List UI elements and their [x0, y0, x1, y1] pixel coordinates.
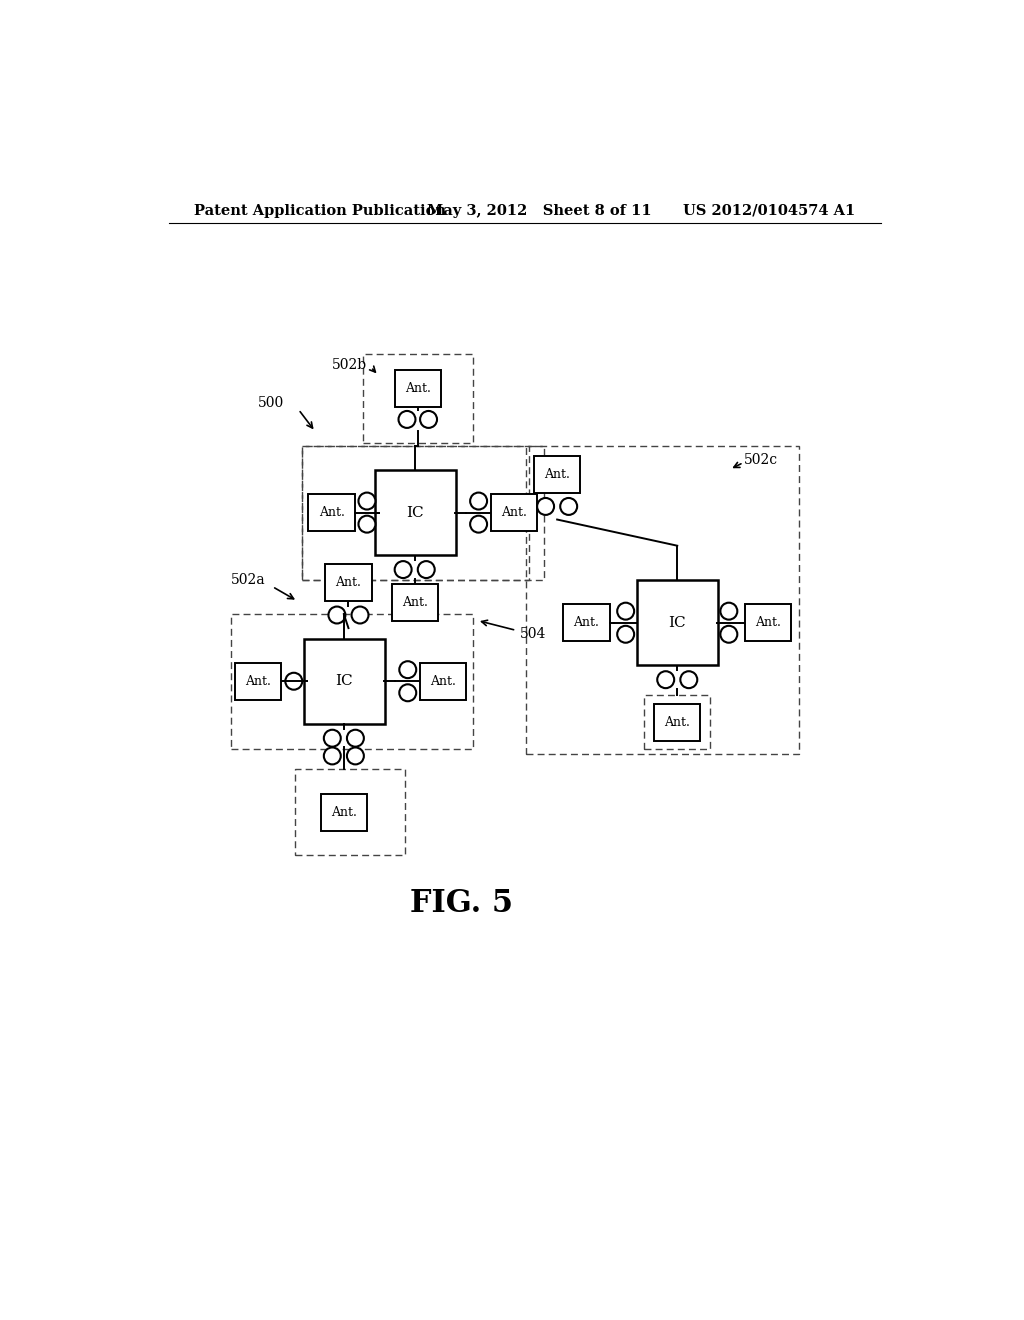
Bar [304, 639, 385, 723]
Bar [654, 704, 700, 741]
Text: Ant.: Ant. [544, 467, 570, 480]
Text: May 3, 2012   Sheet 8 of 11: May 3, 2012 Sheet 8 of 11 [427, 203, 651, 218]
Circle shape [560, 498, 578, 515]
Text: IC: IC [406, 506, 424, 520]
Bar [490, 494, 538, 531]
Circle shape [394, 561, 412, 578]
Text: Ant.: Ant. [665, 715, 690, 729]
Circle shape [324, 730, 341, 747]
Circle shape [470, 516, 487, 533]
Text: 502b: 502b [332, 358, 367, 372]
Bar [364, 354, 473, 442]
Bar [391, 585, 438, 622]
Circle shape [351, 607, 369, 623]
Bar [637, 581, 718, 665]
Text: 500: 500 [258, 396, 285, 411]
Bar [295, 770, 404, 855]
Text: US 2012/0104574 A1: US 2012/0104574 A1 [683, 203, 856, 218]
Bar [394, 370, 441, 407]
Bar [321, 793, 367, 830]
Text: IC: IC [335, 675, 352, 688]
Circle shape [657, 671, 674, 688]
Circle shape [286, 673, 302, 689]
Circle shape [399, 684, 416, 701]
Circle shape [470, 492, 487, 510]
Circle shape [324, 747, 341, 764]
Bar [236, 663, 282, 700]
Circle shape [680, 671, 697, 688]
Text: FIG. 5: FIG. 5 [411, 888, 513, 919]
Circle shape [720, 603, 737, 619]
Bar [644, 696, 711, 748]
Circle shape [358, 492, 376, 510]
Circle shape [617, 626, 634, 643]
Bar [563, 605, 609, 642]
Text: Ant.: Ant. [573, 616, 599, 630]
Text: 502c: 502c [744, 453, 778, 467]
Bar [301, 446, 528, 581]
Text: 504: 504 [519, 627, 546, 642]
Text: Ant.: Ant. [331, 805, 356, 818]
Bar [301, 446, 544, 581]
Text: 502a: 502a [230, 573, 265, 587]
Bar [308, 494, 354, 531]
Circle shape [538, 498, 554, 515]
Circle shape [420, 411, 437, 428]
Circle shape [358, 516, 376, 533]
Bar [420, 663, 466, 700]
Circle shape [399, 661, 416, 678]
Text: IC: IC [669, 615, 686, 630]
Text: Ant.: Ant. [430, 675, 456, 688]
Bar [375, 470, 456, 554]
Text: Ant.: Ant. [404, 381, 431, 395]
Text: Ant.: Ant. [246, 675, 271, 688]
Text: Ant.: Ant. [336, 576, 361, 589]
Circle shape [720, 626, 737, 643]
Circle shape [329, 607, 345, 623]
Circle shape [347, 747, 364, 764]
Text: Ant.: Ant. [401, 597, 428, 610]
Bar [525, 446, 799, 754]
Circle shape [418, 561, 435, 578]
Circle shape [398, 411, 416, 428]
Bar [745, 605, 792, 642]
Text: Ant.: Ant. [318, 506, 344, 519]
Bar [326, 564, 372, 601]
Text: Ant.: Ant. [501, 506, 527, 519]
Text: Ant.: Ant. [755, 616, 781, 630]
Circle shape [347, 730, 364, 747]
Circle shape [617, 603, 634, 619]
Text: Patent Application Publication: Patent Application Publication [194, 203, 445, 218]
Bar [230, 614, 473, 748]
Bar [535, 455, 581, 492]
